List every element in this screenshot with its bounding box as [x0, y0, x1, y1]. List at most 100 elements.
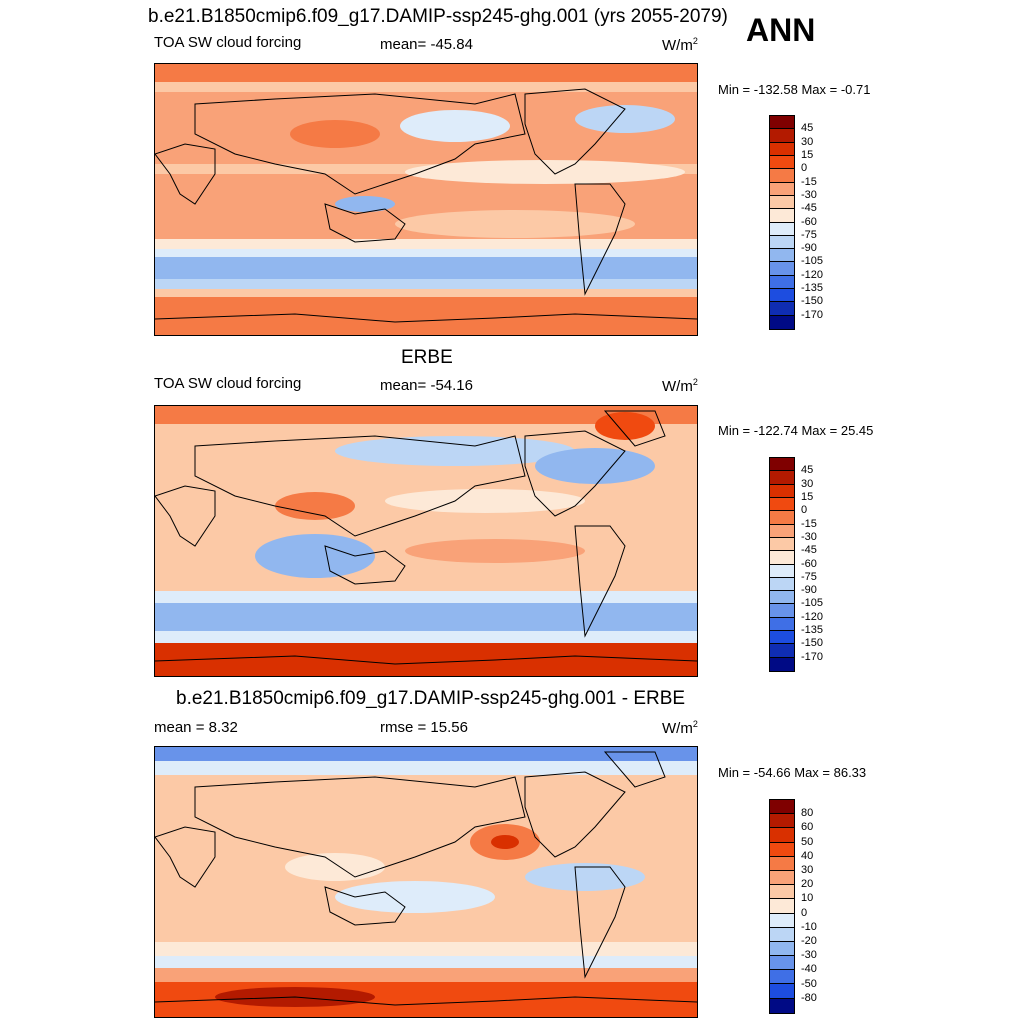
colorbar-tick-label: 45 — [801, 122, 814, 135]
colorbar-swatch — [770, 814, 794, 829]
colorbar-swatch — [770, 116, 794, 130]
colorbar-tick-label: -45 — [801, 202, 817, 215]
colorbar-tick-label: -75 — [801, 228, 817, 241]
colorbar-tick-label: 0 — [801, 504, 808, 517]
colorbar-swatch — [770, 511, 794, 525]
colorbar-swatch — [770, 458, 794, 472]
colorbar-swatch — [770, 856, 794, 871]
colorbar-swatch — [770, 577, 794, 592]
colorbar-swatch — [770, 956, 794, 971]
colorbar-tick-label: -20 — [801, 935, 817, 947]
colorbar-tick-label: 30 — [801, 135, 814, 148]
panel2-units: W/m2 — [662, 377, 698, 395]
colorbar-tick-label: -170 — [801, 650, 824, 663]
colorbar-swatch — [770, 289, 794, 303]
colorbar-tick-label: 15 — [801, 148, 814, 161]
colorbar-swatch — [770, 471, 794, 485]
panel3-map — [154, 746, 698, 1018]
colorbar-swatch — [770, 484, 794, 498]
panel2-map — [154, 405, 698, 677]
colorbar-swatch — [770, 249, 794, 263]
colorbar-swatch — [770, 195, 794, 210]
panel3-minmax: Min = -54.66 Max = 86.33 — [718, 765, 867, 780]
colorbar-swatch — [770, 222, 794, 236]
colorbar-tick-label: -150 — [801, 637, 824, 650]
colorbar-swatch — [770, 998, 794, 1013]
colorbar-tick-label: -40 — [801, 963, 817, 976]
panel1-variable-label: TOA SW cloud forcing — [154, 34, 302, 51]
colorbar-tick-label: -105 — [801, 255, 824, 268]
colorbar-swatch — [770, 828, 794, 843]
colorbar-tick-label: -90 — [801, 242, 817, 255]
colorbar-swatch — [770, 657, 794, 671]
colorbar-swatch — [770, 885, 794, 900]
colorbar-tick-label: -15 — [801, 175, 817, 188]
colorbar-swatch — [770, 927, 794, 942]
colorbar-tick-label: 80 — [801, 807, 814, 820]
colorbar-tick-label: -30 — [801, 530, 817, 543]
panel2-mean-label: mean= -54.16 — [380, 377, 473, 394]
colorbar-tick-label: 40 — [801, 849, 814, 862]
colorbar-tick-label: -135 — [801, 282, 824, 295]
colorbar-tick-label: -50 — [801, 977, 817, 990]
colorbar-swatch — [770, 524, 794, 538]
panel3-title: b.e21.B1850cmip6.f09_g17.DAMIP-ssp245-gh… — [176, 688, 686, 709]
panel3-colorbar — [769, 799, 795, 1014]
panel3-mean-label: mean = 8.32 — [154, 719, 238, 736]
colorbar-tick-label: 30 — [801, 864, 814, 876]
colorbar-tick-label: -150 — [801, 295, 824, 308]
colorbar-tick-label: 10 — [801, 892, 814, 905]
colorbar-swatch — [770, 644, 794, 658]
panel1-colorbar — [769, 115, 795, 330]
panel1-units: W/m2 — [662, 36, 698, 54]
colorbar-swatch — [770, 604, 794, 618]
panel1-map — [154, 63, 698, 336]
colorbar-swatch — [770, 551, 794, 565]
colorbar-swatch — [770, 913, 794, 928]
colorbar-swatch — [770, 984, 794, 999]
colorbar-swatch — [770, 842, 794, 857]
colorbar-swatch — [770, 537, 794, 552]
colorbar-tick-label: 15 — [801, 490, 814, 503]
colorbar-tick-label: -120 — [801, 610, 824, 623]
colorbar-tick-label: 60 — [801, 821, 814, 834]
season-label: ANN — [746, 12, 816, 48]
colorbar-swatch — [770, 155, 794, 170]
colorbar-swatch — [770, 275, 794, 290]
colorbar-swatch — [770, 302, 794, 316]
panel2-variable-label: TOA SW cloud forcing — [154, 375, 302, 392]
panel3-units: W/m2 — [662, 719, 698, 737]
colorbar-swatch — [770, 315, 794, 329]
colorbar-swatch — [770, 497, 794, 512]
panel2-colorbar-labels: 45 30 15 0 -15 -30 -45 -60 -75 -90 -105 -120 -135 -15… — [801, 457, 861, 670]
colorbar-swatch — [770, 564, 794, 578]
panel3-rmse-label: rmse = 15.56 — [380, 719, 468, 736]
colorbar-swatch — [770, 899, 794, 914]
colorbar-swatch — [770, 142, 794, 156]
panel1-colorbar-labels: 45 30 15 0 -15 -30 -45 -60 -75 -90 -105 -120 -135 -15… — [801, 115, 861, 328]
colorbar-tick-label: -170 — [801, 308, 824, 321]
colorbar-swatch — [770, 262, 794, 276]
panel2-colorbar — [769, 457, 795, 672]
colorbar-tick-label: -45 — [801, 544, 817, 557]
colorbar-swatch — [770, 631, 794, 645]
panel1-mean-label: mean= -45.84 — [380, 36, 473, 53]
colorbar-tick-label: -80 — [801, 991, 817, 1004]
colorbar-swatch — [770, 870, 794, 886]
colorbar-swatch — [770, 591, 794, 605]
colorbar-swatch — [770, 800, 794, 815]
colorbar-swatch — [770, 235, 794, 250]
colorbar-swatch — [770, 209, 794, 223]
panel1-minmax: Min = -132.58 Max = -0.71 — [718, 82, 871, 97]
colorbar-tick-label: 45 — [801, 464, 814, 477]
colorbar-tick-label: -135 — [801, 624, 824, 637]
colorbar-tick-label: -30 — [801, 949, 817, 962]
colorbar-tick-label: -105 — [801, 597, 824, 610]
panel2-minmax: Min = -122.74 Max = 25.45 — [718, 423, 874, 438]
colorbar-tick-label: -75 — [801, 570, 817, 583]
colorbar-swatch — [770, 970, 794, 985]
colorbar-tick-label: -15 — [801, 517, 817, 530]
colorbar-swatch — [770, 169, 794, 183]
colorbar-tick-label: -30 — [801, 188, 817, 201]
colorbar-tick-label: -60 — [801, 557, 817, 570]
